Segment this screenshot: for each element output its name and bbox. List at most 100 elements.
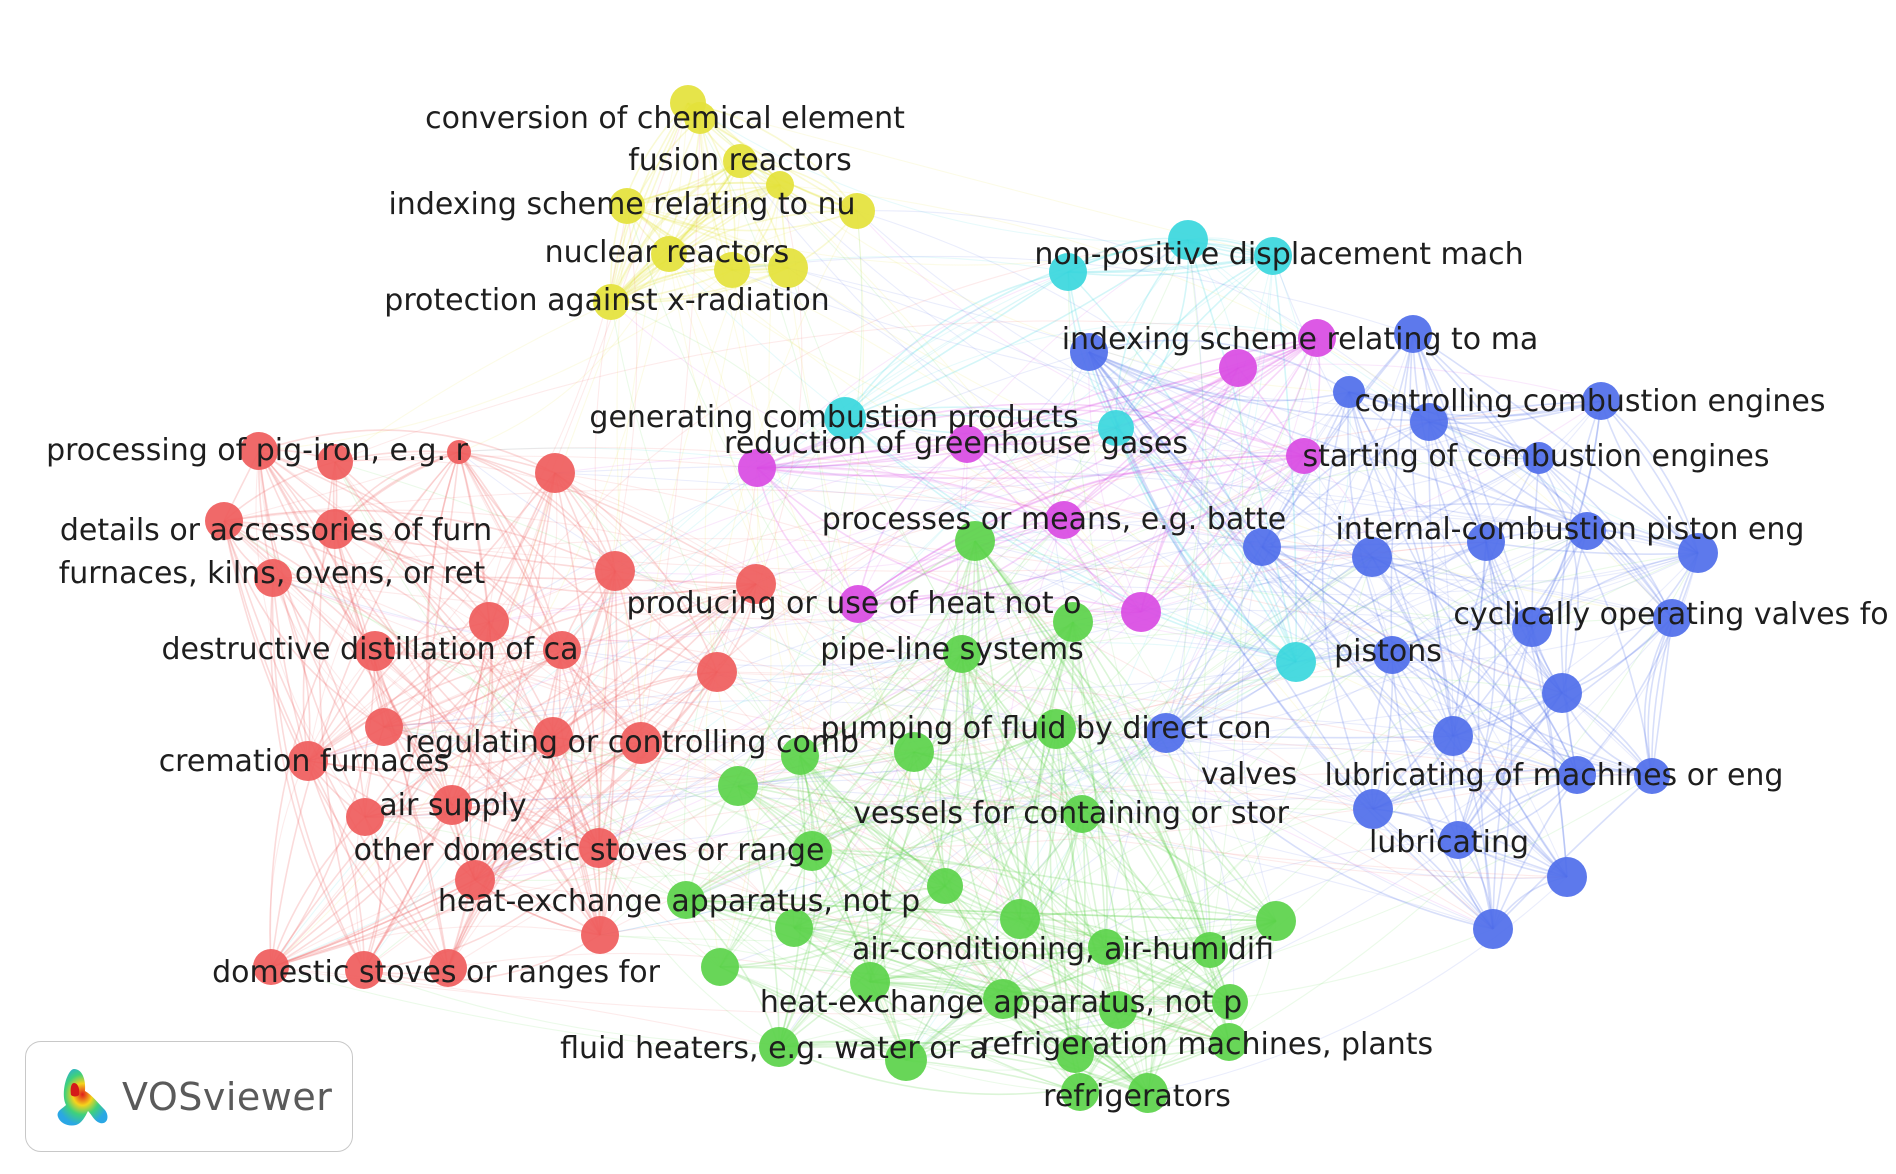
network-node-green[interactable] — [701, 948, 739, 986]
network-node-blue[interactable] — [1653, 599, 1691, 637]
network-node-green[interactable] — [1056, 1035, 1094, 1073]
node-label[interactable]: heat-exchange apparatus, not p — [438, 884, 920, 919]
network-node-blue[interactable] — [1582, 382, 1620, 420]
node-label[interactable]: conversion of chemical element — [425, 101, 905, 136]
network-node-blue[interactable] — [1410, 403, 1448, 441]
node-label[interactable]: air supply — [379, 788, 526, 823]
network-node-red[interactable] — [429, 949, 467, 987]
network-node-blue[interactable] — [1394, 315, 1432, 353]
node-label[interactable]: heat-exchange apparatus, not p — [760, 985, 1242, 1020]
network-node-cyan[interactable] — [1098, 410, 1134, 446]
node-label[interactable]: refrigerators — [1043, 1079, 1231, 1114]
network-node-red[interactable] — [240, 432, 278, 470]
network-node-green[interactable] — [781, 737, 819, 775]
node-label[interactable]: processing of pig-iron, e.g. r — [46, 433, 468, 468]
node-label[interactable]: controlling combustion engines — [1355, 384, 1826, 419]
node-label[interactable]: details or accessories of furn — [60, 513, 492, 548]
node-label[interactable]: producing or use of heat not o — [626, 586, 1081, 621]
network-node-green[interactable] — [1061, 1073, 1099, 1111]
network-node-red[interactable] — [345, 951, 383, 989]
node-label[interactable]: fluid heaters, e.g. water or a — [560, 1031, 988, 1066]
network-node-red[interactable] — [697, 652, 737, 692]
network-node-yellow[interactable] — [766, 171, 794, 199]
network-node-red[interactable] — [365, 708, 403, 746]
network-node-blue[interactable] — [1467, 523, 1505, 561]
network-node-red[interactable] — [253, 949, 289, 985]
network-node-green[interactable] — [983, 979, 1023, 1019]
network-node-green[interactable] — [1099, 991, 1137, 1029]
node-label[interactable]: protection against x-radiation — [384, 283, 829, 318]
node-label[interactable]: other domestic stoves or range — [354, 833, 825, 868]
network-node-yellow[interactable] — [684, 102, 716, 134]
network-node-red[interactable] — [288, 741, 328, 781]
network-node-blue[interactable] — [1634, 758, 1670, 794]
network-node-green[interactable] — [1192, 932, 1228, 968]
network-node-red[interactable] — [317, 444, 353, 480]
network-node-red[interactable] — [535, 453, 575, 493]
network-node-blue[interactable] — [1523, 442, 1555, 474]
network-node-green[interactable] — [894, 732, 934, 772]
network-node-red[interactable] — [432, 785, 472, 825]
network-node-green[interactable] — [1256, 901, 1296, 941]
node-label[interactable]: non-positive displacement mach — [1034, 237, 1523, 272]
network-node-blue[interactable] — [1353, 789, 1393, 829]
node-label[interactable]: refrigeration machines, plants — [981, 1027, 1433, 1062]
network-node-cyan[interactable] — [1276, 642, 1316, 682]
network-node-red[interactable] — [205, 502, 243, 540]
network-node-cyan[interactable] — [1049, 253, 1087, 291]
node-label[interactable]: internal-combustion piston eng — [1336, 512, 1805, 547]
network-node-magenta[interactable] — [738, 449, 776, 487]
network-node-cyan[interactable] — [1168, 220, 1208, 260]
network-node-green[interactable] — [775, 909, 813, 947]
node-label[interactable]: domestic stoves or ranges for — [212, 955, 660, 990]
network-node-yellow[interactable] — [723, 144, 757, 178]
node-label[interactable]: starting of combustion engines — [1303, 439, 1770, 474]
network-node-blue[interactable] — [1678, 533, 1718, 573]
network-node-red[interactable] — [315, 509, 355, 549]
node-label[interactable]: lubricating — [1369, 825, 1529, 860]
node-label[interactable]: generating combustion products — [589, 400, 1078, 435]
network-node-red[interactable] — [543, 631, 581, 669]
node-label[interactable]: fusion reactors — [628, 143, 852, 178]
network-node-yellow[interactable] — [593, 284, 629, 320]
network-node-blue[interactable] — [1373, 636, 1411, 674]
network-node-red[interactable] — [254, 559, 292, 597]
network-node-red[interactable] — [346, 798, 384, 836]
network-node-magenta[interactable] — [1219, 349, 1257, 387]
network-node-green[interactable] — [1036, 709, 1076, 749]
network-node-red[interactable] — [736, 564, 776, 604]
network-node-blue[interactable] — [1243, 528, 1281, 566]
network-node-green[interactable] — [718, 766, 758, 806]
network-node-red[interactable] — [533, 717, 573, 757]
node-label[interactable]: regulating or controlling comb — [405, 725, 859, 760]
node-label[interactable]: valves — [1201, 757, 1297, 792]
network-node-blue[interactable] — [1439, 821, 1477, 859]
network-node-red[interactable] — [595, 551, 635, 591]
network-node-blue[interactable] — [1547, 857, 1587, 897]
node-label[interactable]: pipe-line systems — [820, 632, 1083, 667]
node-label[interactable]: destructive distillation of ca — [161, 632, 578, 667]
network-node-green[interactable] — [1210, 1023, 1248, 1061]
node-label[interactable]: pumping of fluid by direct con — [820, 711, 1271, 746]
network-node-blue[interactable] — [1146, 713, 1186, 753]
network-node-blue[interactable] — [1070, 333, 1108, 371]
network-node-red[interactable] — [620, 722, 662, 764]
network-node-red[interactable] — [355, 631, 395, 671]
node-label[interactable]: nuclear reactors — [545, 235, 790, 270]
network-node-magenta[interactable] — [948, 425, 986, 463]
node-label[interactable]: indexing scheme relating to ma — [1062, 322, 1539, 357]
network-node-green[interactable] — [1063, 795, 1101, 833]
network-node-green[interactable] — [1212, 984, 1248, 1020]
network-node-green[interactable] — [1053, 602, 1093, 642]
node-label[interactable]: vessels for containing or stor — [853, 796, 1289, 831]
network-node-magenta[interactable] — [1286, 438, 1322, 474]
network-node-red[interactable] — [455, 860, 495, 900]
network-node-blue[interactable] — [1512, 607, 1552, 647]
network-node-magenta[interactable] — [839, 585, 877, 623]
network-node-blue[interactable] — [1568, 512, 1606, 550]
network-node-blue[interactable] — [1542, 673, 1582, 713]
network-node-green[interactable] — [885, 1039, 927, 1081]
network-node-blue[interactable] — [1433, 716, 1473, 756]
network-node-yellow[interactable] — [768, 248, 808, 288]
